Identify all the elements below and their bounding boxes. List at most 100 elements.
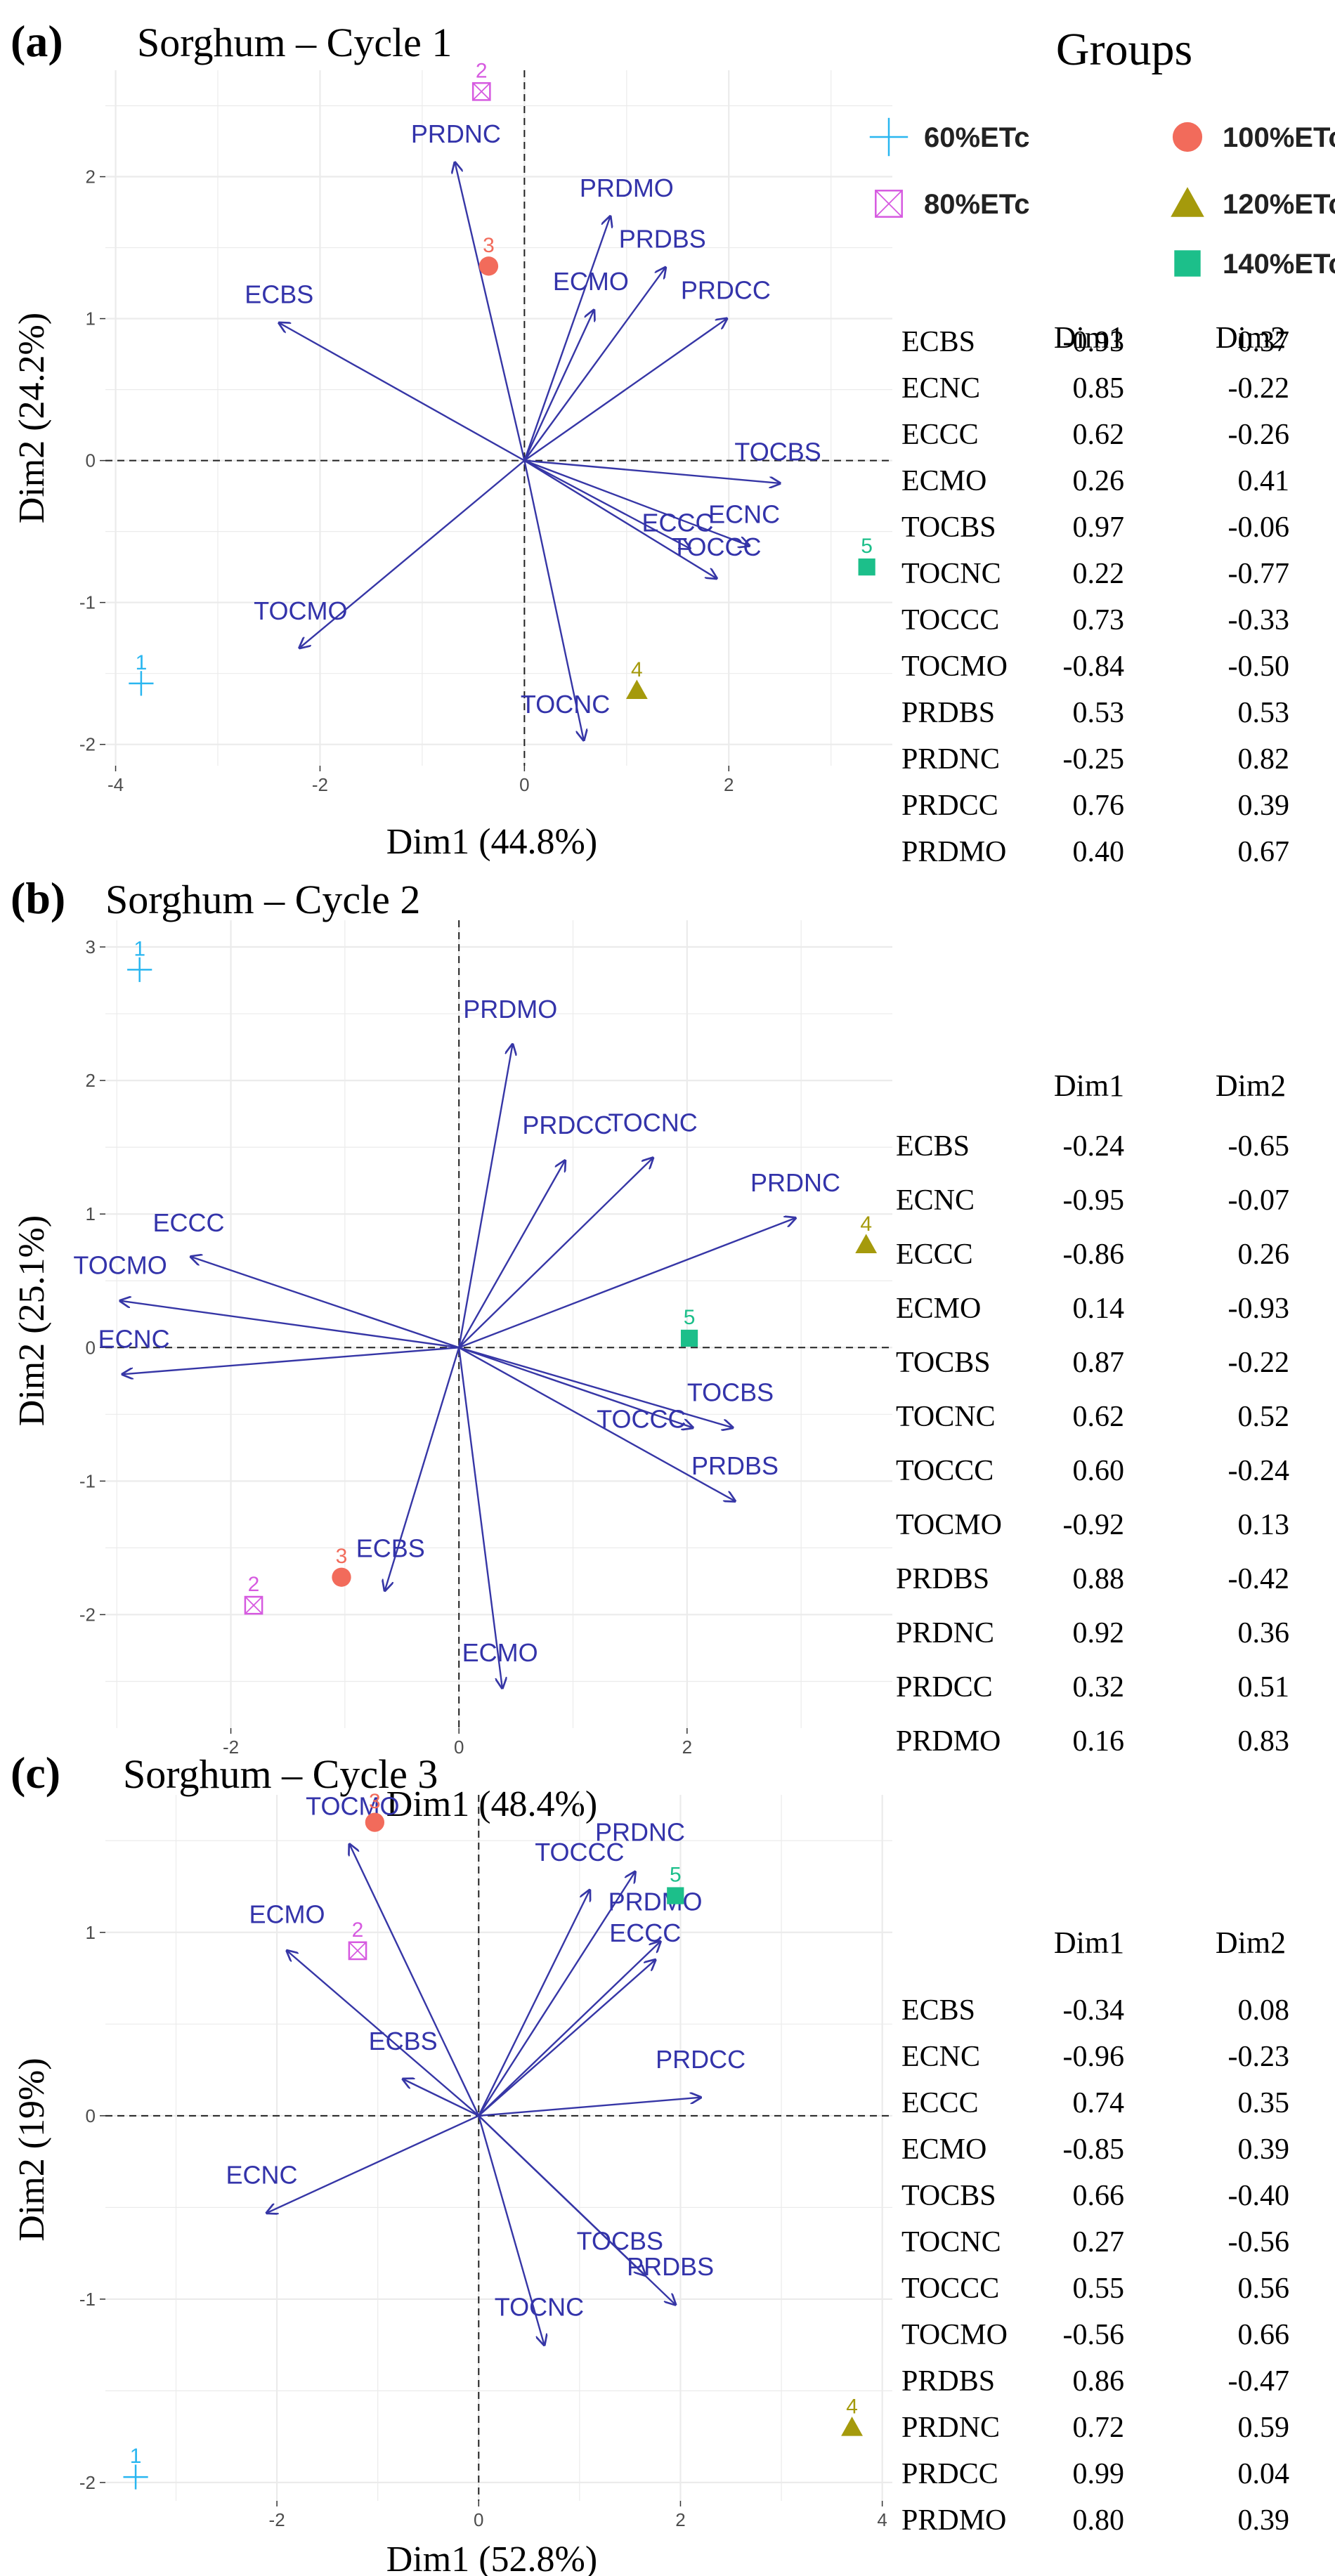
legend-item-100pctetc: 100%ETc [1172,122,1335,153]
panel-title: Sorghum – Cycle 1 [137,20,452,65]
grid [105,1795,892,2501]
legend-boxcross-marker [875,190,903,218]
y-tick-label: -2 [79,2472,96,2493]
point-group-4 [855,1234,878,1254]
table-cell-dim2: -0.26 [1228,419,1290,451]
vector-arrow-ecnc [267,2114,479,2213]
table-cell-dim1: 0.88 [1073,1563,1125,1595]
vector-arrow-prdbs [478,2114,675,2305]
table-row-name: PRDMO [896,1725,1001,1758]
x-axis-title: Dim1 (44.8%) [386,822,597,862]
table-row-name: ECCC [901,2087,979,2119]
vector-label-ecbs: ECBS [356,1534,425,1563]
point-group-1 [129,671,154,696]
table-cell-dim1: 0.14 [1073,1293,1125,1325]
table-header-dim1: Dim1 [1054,1926,1124,1960]
table-cell-dim2: -0.07 [1228,1184,1290,1217]
table-cell-dim2: 0.39 [1238,2133,1290,2166]
vector-label-tocmo: TOCMO [73,1251,167,1280]
panel-letter: (c) [11,1748,60,1798]
table-cell-dim1: 0.92 [1073,1617,1125,1649]
table-row: ECCC 0.62 -0.26 [901,419,1289,451]
individual-points: 1 2 3 4 5 [127,937,878,1615]
table-row-name: ECBS [901,326,975,358]
x-tick-label: -2 [223,1737,239,1758]
table-cell-dim1: -0.85 [1063,2133,1125,2166]
table-row: TOCBS 0.66 -0.40 [901,2180,1289,2212]
vector-label-tocbs: TOCBS [734,438,821,466]
point-label: 4 [860,1212,872,1236]
vector-label-eccc: ECCC [642,509,714,537]
point-group-2 [471,81,491,101]
table-row: ECBS -0.34 0.08 [901,1994,1289,2027]
legend-item-60pctetc: 60%ETc [869,117,1029,157]
vector-arrow-toccc [478,1890,590,2117]
vector-arrow-toccc [523,459,716,579]
legend-item-label: 100%ETc [1223,122,1335,153]
vector-label-ecmo: ECMO [249,1900,325,1929]
vector-label-toccc: TOCCC [535,1838,624,1866]
table-cell-dim1: 0.16 [1073,1725,1125,1758]
vector-arrow-tocmo [299,459,526,648]
x-tick-label: 0 [519,774,529,795]
vector-label-ecnc: ECNC [708,500,780,529]
vector-label-tocnc: TOCNC [608,1108,697,1137]
table-row: TOCBS 0.87 -0.22 [896,1347,1289,1379]
legend-item-120pctetc: 120%ETc [1171,187,1335,220]
x-tick-label: 4 [877,2509,887,2530]
point-group-1 [127,957,152,982]
table-cell-dim2: -0.56 [1228,2226,1290,2258]
variable-vectors: ECBSECNCECCCECMOTOCBSTOCNCTOCCCTOCMOPRDB… [226,1792,745,2345]
vector-label-prdmo: PRDMO [463,995,557,1024]
vector-label-prdcc: PRDCC [656,2045,745,2074]
table-header-dim1: Dim1 [1054,320,1124,355]
table-cell-dim2: 0.82 [1238,743,1290,776]
x-tick-label: 2 [724,774,734,795]
table-cell-dim1: 0.80 [1073,2504,1125,2537]
vector-label-prdbs: PRDBS [619,225,706,254]
table-cell-dim2: 0.66 [1238,2319,1290,2351]
table-cell-dim2: 0.52 [1238,1401,1290,1433]
vector-arrow-tocnc [478,2115,544,2345]
y-tick-label: 0 [86,2105,96,2126]
table-row-name: ECMO [896,1293,981,1325]
table-row: TOCCC 0.73 -0.33 [901,604,1289,636]
vector-arrow-ecmo [457,1347,502,1688]
table-row: ECBS -0.93 0.37 [901,326,1289,358]
table-cell-dim1: 0.76 [1073,790,1125,822]
point-group-5 [667,1887,684,1904]
table-cell-dim2: 0.83 [1238,1725,1290,1758]
table-cell-dim2: 0.35 [1238,2087,1290,2119]
table-row-name: TOCMO [896,1509,1002,1541]
table-row-name: ECNC [901,2041,980,2073]
y-tick-label: 1 [86,308,96,329]
y-tick-label: 2 [86,1070,96,1091]
table-row: PRDCC 0.99 0.04 [901,2458,1289,2490]
vector-label-tocmo: TOCMO [254,596,347,625]
vector-label-toccc: TOCCC [597,1404,686,1433]
table-cell-dim1: 0.72 [1073,2412,1125,2444]
table-row-name: PRDNC [901,2412,1000,2444]
table-row-name: TOCBS [901,2180,996,2212]
table-cell-dim1: -0.24 [1063,1130,1125,1163]
y-tick-label: -2 [79,734,96,755]
variable-vectors: ECBSECNCECCCECMOTOCBSTOCNCTOCCCTOCMOPRDB… [245,119,821,740]
table-row-name: ECMO [901,465,986,497]
table-cell-dim2: 0.51 [1238,1671,1290,1704]
x-axis-title: Dim1 (48.4%) [386,1784,597,1824]
table-row-name: ECCC [901,419,979,451]
table-row-name: TOCCC [896,1455,994,1487]
table-cell-dim1: 0.87 [1073,1347,1125,1379]
table-row-name: ECBS [896,1130,970,1163]
point-label: 2 [352,1918,364,1942]
table-cell-dim2: 0.41 [1238,465,1290,497]
table-row-name: TOCCC [901,2273,999,2305]
y-tick-label: 0 [86,450,96,471]
point-label: 3 [369,1790,381,1813]
table-row: PRDCC 0.32 0.51 [896,1671,1289,1704]
vector-arrow-eccc [191,1257,460,1349]
table-cell-dim2: -0.50 [1228,650,1290,683]
point-label: 1 [136,651,148,674]
grid [105,920,892,1728]
